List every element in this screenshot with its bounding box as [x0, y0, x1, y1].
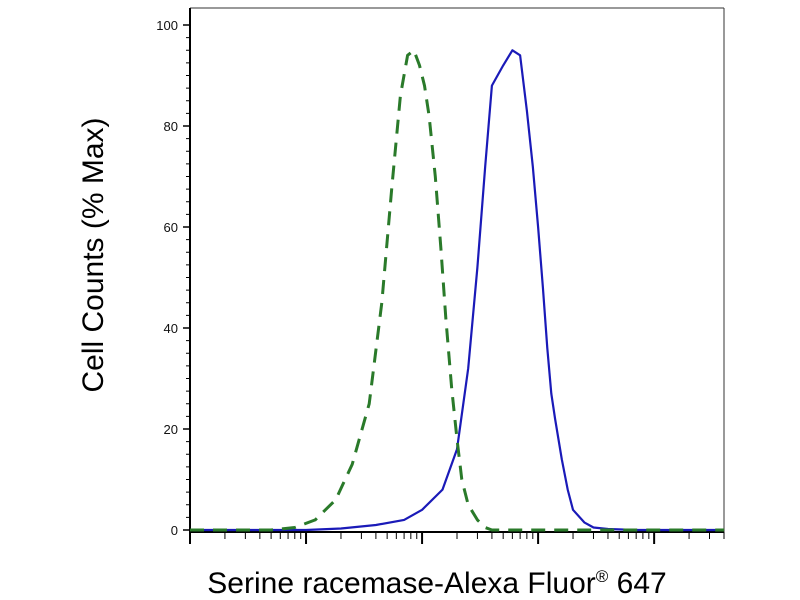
series-layer	[190, 48, 724, 532]
x-axis-ticks	[189, 532, 725, 544]
series-line-dashed	[190, 48, 724, 532]
y-tick-label: 100	[156, 18, 178, 33]
x-axis-title: Serine racemase-Alexa Fluor® 647	[207, 567, 666, 600]
y-tick-label: 80	[164, 119, 178, 134]
y-axis-title: Cell Counts (% Max)	[77, 117, 110, 392]
x-axis-title-suffix: 647	[608, 567, 666, 600]
x-axis-title-registered-mark: ®	[596, 567, 609, 586]
y-tick-label: 20	[164, 422, 178, 437]
y-tick-label: 40	[164, 321, 178, 336]
y-tick-label: 60	[164, 220, 178, 235]
series-line-solid	[190, 49, 724, 532]
plot-frame	[189, 7, 725, 533]
y-axis-ticks: 0 20 40 60 80 100	[156, 18, 190, 538]
x-axis-title-main: Serine racemase-Alexa Fluor	[207, 567, 596, 600]
y-tick-label: 0	[171, 523, 178, 538]
